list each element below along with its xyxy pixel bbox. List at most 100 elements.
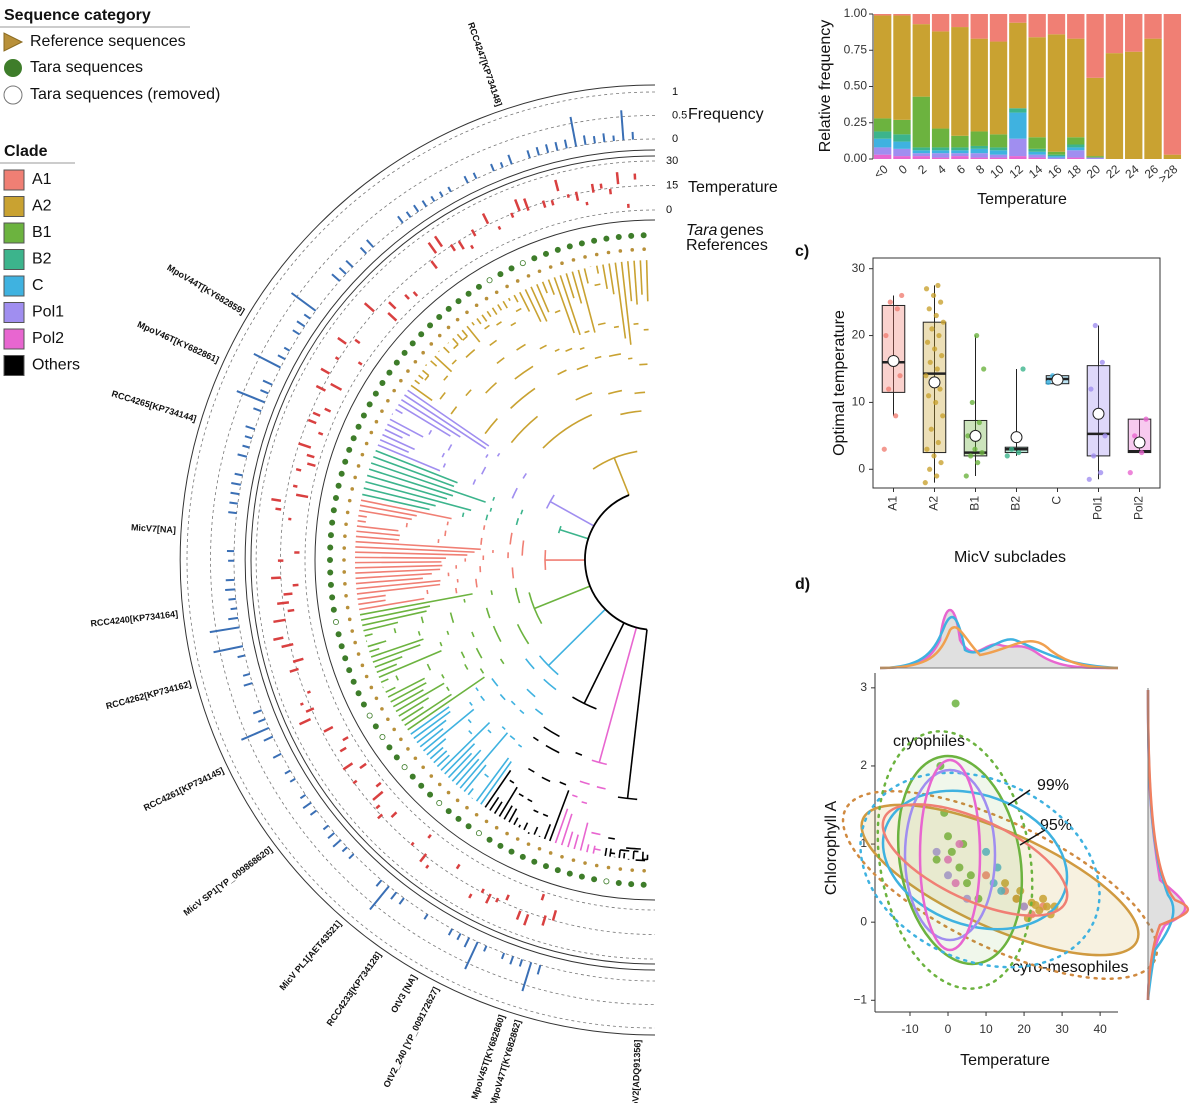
point [974,332,980,339]
bar-segment [1163,154,1182,159]
branch [438,350,440,353]
frequency-box [303,313,311,320]
tara-dot [393,754,400,761]
point [1012,894,1021,903]
branch [510,321,517,327]
reference-marker [421,350,425,355]
reference-marker [369,685,374,690]
legend-title: Clade [4,143,48,160]
branch [579,347,585,351]
branch [410,384,433,402]
frequency-box [554,141,559,151]
reference-marker [345,510,350,515]
temperature-box [372,790,384,801]
reference-marker [350,629,355,633]
temperature-box [515,910,522,921]
reference-marker [380,409,384,413]
reference-marker [374,419,379,424]
frequency-box [242,444,250,449]
bar-segment [1047,156,1066,158]
frequency-box [456,932,462,941]
point [1031,900,1040,909]
branch [513,817,519,826]
frequency-box [277,354,286,360]
branch [533,826,539,835]
branch [575,751,583,756]
bar-segment [1125,14,1143,52]
branch [413,710,451,740]
branch [511,567,515,579]
frequency-box [225,588,236,592]
point [894,306,900,312]
x-tick-label: A2 [927,496,941,511]
branch [465,349,476,358]
branch [461,512,465,518]
frequency-box [253,352,282,369]
temperature-box [318,431,324,436]
branch [510,415,539,444]
bar-segment [970,14,988,39]
reference-marker [571,258,576,262]
tara-dot [455,298,462,305]
x-tick-label: Pol1 [1091,496,1105,520]
bar-segment [931,153,950,158]
branch [370,638,424,658]
temperature-box [449,243,456,252]
branch [447,444,453,451]
frequency-box [262,379,273,386]
temperature-box [289,667,299,673]
tara-dot [591,876,598,883]
frequency-box [620,110,625,141]
branch [527,798,533,803]
bar-segment [1105,53,1124,159]
branch [542,813,549,818]
y-tick-label: 0.00 [844,151,868,165]
branch [365,480,472,512]
ring-grid [186,91,656,1029]
temperature-box [480,888,485,894]
branch [456,333,463,341]
reference-marker [515,279,520,283]
bar-segment [1028,157,1046,159]
temperature-box [540,893,546,901]
branch [543,823,552,840]
branch [369,647,380,653]
frequency-box [252,709,263,715]
frequency-box [569,116,578,147]
reference-marker [392,388,396,393]
bar-segment [989,154,1008,158]
point [935,439,941,446]
reference-marker [494,825,499,830]
bar-segment [951,27,969,136]
temperature-box [387,311,398,322]
branch [455,758,480,786]
mean [887,354,900,367]
branch [492,625,502,643]
legend-swatch [3,222,25,244]
temperature-box [574,191,580,201]
bar-segment [1009,156,1027,159]
branch [547,608,606,667]
branch [401,706,424,722]
bar-segment [873,131,892,139]
branch [610,852,616,855]
branch [507,297,511,302]
branch [397,403,451,437]
y-tick-label: 20 [852,328,866,342]
branch [499,658,505,665]
branch [463,598,466,603]
point [934,366,940,372]
bar-segment [1009,14,1027,23]
ring-label: Tara [686,222,718,239]
branch [487,729,492,734]
branch [620,410,642,416]
tara-dot [360,412,367,419]
x-tick-label: 10 [979,1022,993,1036]
point [997,886,1006,895]
temperature-box [457,240,465,250]
reference-marker [347,498,352,503]
branch [485,382,498,394]
branch [626,629,648,799]
x-tick-label: -10 [901,1022,919,1036]
frequency-box [322,824,329,831]
